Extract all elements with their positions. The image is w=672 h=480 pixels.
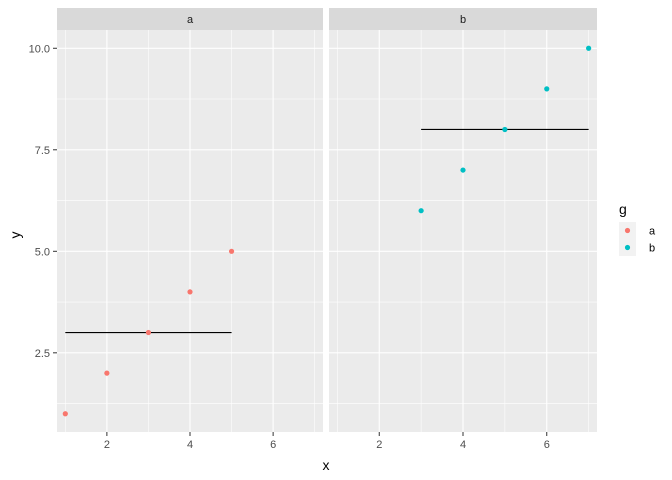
legend-entry-label: b	[649, 243, 655, 255]
x-tick-label: 4	[460, 439, 466, 451]
data-point	[460, 167, 466, 173]
x-axis-title: x	[323, 457, 330, 473]
x-tick-label: 6	[270, 439, 276, 451]
x-tick-label: 6	[544, 439, 550, 451]
legend-entry-label: a	[649, 226, 656, 238]
data-point	[418, 208, 424, 214]
x-tick-label: 2	[104, 439, 110, 451]
panel-b: b	[329, 8, 597, 432]
x-axis: 2 4 6 2 4 6	[104, 432, 550, 451]
y-tick-label: 5.0	[35, 246, 50, 258]
legend-key-point	[624, 244, 631, 251]
strip-background	[57, 8, 323, 30]
data-point	[544, 86, 550, 92]
data-point	[104, 370, 110, 376]
legend-key-point	[624, 227, 631, 234]
y-tick-label: 2.5	[35, 348, 50, 360]
y-tick-label: 10.0	[29, 43, 50, 55]
data-point	[586, 45, 592, 51]
legend: g ab	[619, 201, 656, 256]
data-point	[228, 248, 235, 254]
strip-label: a	[187, 14, 194, 26]
data-point	[62, 411, 68, 417]
x-tick-label: 2	[376, 439, 382, 451]
data-point	[502, 126, 508, 133]
y-axis: 2.5 5.0 7.5 10.0	[29, 43, 57, 360]
y-axis-title: y	[7, 232, 23, 239]
strip-background	[329, 8, 597, 30]
data-point	[187, 289, 193, 295]
legend-title: g	[619, 201, 627, 217]
strip-label: b	[460, 14, 466, 26]
x-tick-label: 4	[187, 439, 193, 451]
data-point	[145, 329, 152, 336]
y-tick-label: 7.5	[35, 145, 50, 157]
panel-a: a	[57, 8, 323, 432]
